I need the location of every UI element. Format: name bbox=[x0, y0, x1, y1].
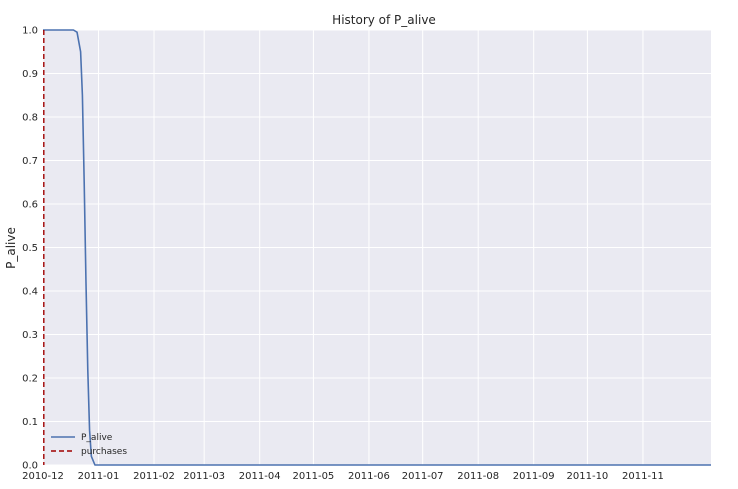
series-layer bbox=[43, 29, 711, 466]
x-tick-label: 2011-04 bbox=[239, 471, 281, 482]
y-tick-label: 0.1 bbox=[22, 417, 38, 428]
y-tick-label: 0.3 bbox=[22, 330, 38, 341]
x-tick-label: 2010-12 bbox=[22, 471, 64, 482]
x-tick-label: 2011-03 bbox=[183, 471, 225, 482]
y-tick-label: 0.7 bbox=[22, 156, 38, 167]
grid-lines bbox=[42, 29, 711, 466]
legend: P_alive purchases bbox=[51, 433, 127, 457]
legend-label-p-alive: P_alive bbox=[81, 433, 113, 443]
x-tick-label: 2011-07 bbox=[402, 471, 444, 482]
y-tick-label: 0.5 bbox=[22, 243, 38, 254]
legend-label-purchases: purchases bbox=[81, 447, 127, 457]
x-tick-label: 2011-08 bbox=[457, 471, 499, 482]
y-tick-label: 0.0 bbox=[22, 461, 38, 472]
y-axis-ticks: 0.0 0.1 0.2 0.3 0.4 0.5 0.6 0.7 0.8 0.9 1.0 bbox=[22, 26, 38, 472]
x-tick-label: 2011-10 bbox=[567, 471, 609, 482]
x-tick-label: 2011-05 bbox=[293, 471, 335, 482]
x-tick-label: 2011-09 bbox=[513, 471, 555, 482]
y-axis-label: P_alive bbox=[4, 227, 18, 269]
y-tick-label: 0.8 bbox=[22, 113, 38, 124]
y-tick-label: 0.4 bbox=[22, 287, 38, 298]
chart-title: History of P_alive bbox=[332, 13, 436, 27]
x-tick-label: 2011-06 bbox=[348, 471, 390, 482]
y-tick-label: 0.6 bbox=[22, 200, 38, 211]
y-tick-label: 0.9 bbox=[22, 69, 38, 80]
x-tick-label: 2011-11 bbox=[622, 471, 664, 482]
x-tick-label: 2011-01 bbox=[78, 471, 120, 482]
series-line-p-alive bbox=[43, 29, 711, 466]
y-tick-label: 0.2 bbox=[22, 374, 38, 385]
y-tick-label: 1.0 bbox=[22, 26, 38, 37]
x-tick-label: 2011-02 bbox=[133, 471, 175, 482]
x-axis-ticks: 2010-12 2011-01 2011-02 2011-03 2011-04 2011-… bbox=[22, 471, 664, 482]
